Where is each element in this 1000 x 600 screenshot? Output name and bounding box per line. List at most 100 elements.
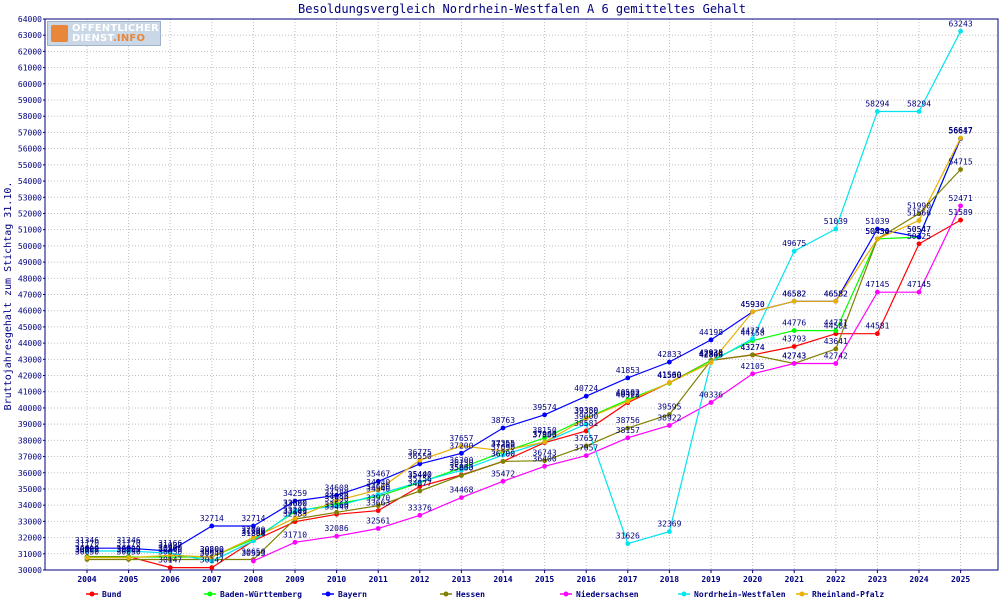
data-label: 31037 [158, 541, 182, 550]
data-point [334, 533, 339, 539]
series-line [87, 169, 962, 561]
y-tick-label: 31000 [18, 550, 42, 559]
data-label: 50430 [865, 227, 889, 236]
data-point [625, 399, 631, 404]
y-tick-label: 61000 [18, 64, 42, 73]
data-label: 46582 [782, 289, 806, 298]
data-label: 40402 [616, 389, 640, 398]
grid [45, 18, 998, 571]
data-label: 40323 [616, 391, 640, 400]
data-label: 38922 [657, 413, 681, 422]
x-tick-label: 2018 [660, 575, 679, 584]
data-point [417, 488, 423, 494]
x-tick-label: 2024 [909, 575, 928, 584]
data-point [375, 487, 381, 493]
data-label: 34080 [325, 492, 349, 501]
data-point [126, 548, 131, 554]
series-lines [84, 28, 963, 571]
data-label: 30900 [158, 543, 182, 552]
legend-marker [207, 591, 213, 597]
data-point [958, 28, 963, 34]
y-tick-label: 54000 [18, 177, 42, 186]
data-label: 50547 [907, 225, 931, 234]
data-label: 35400 [408, 470, 432, 479]
data-label: 30650 [117, 547, 141, 556]
data-point [667, 423, 672, 428]
data-label: 36400 [533, 454, 557, 463]
series-line [253, 205, 962, 562]
y-tick-label: 51000 [18, 226, 42, 235]
x-tick-label: 2025 [951, 575, 970, 584]
data-label: 50434 [865, 227, 889, 236]
data-label: 39380 [574, 406, 598, 415]
data-point [875, 236, 880, 242]
data-label: 30800 [200, 545, 224, 554]
data-point [334, 509, 339, 515]
y-tick-label: 59000 [18, 96, 42, 105]
data-label: 39595 [657, 403, 681, 412]
x-tick-label: 2019 [701, 575, 720, 584]
data-label: 31166 [158, 539, 182, 548]
data-label: 33560 [325, 500, 349, 509]
data-point [958, 167, 963, 172]
data-label: 51589 [949, 208, 973, 217]
data-point [583, 393, 589, 399]
data-point [209, 554, 215, 560]
y-tick-label: 43000 [18, 355, 42, 364]
data-label: 50125 [907, 232, 931, 241]
y-tick-label: 45000 [18, 323, 42, 332]
series-line [87, 219, 961, 569]
data-point [500, 478, 506, 484]
data-point [916, 241, 922, 247]
data-label: 38581 [574, 419, 598, 428]
data-label: 38763 [491, 416, 515, 425]
data-label: 42935 [699, 348, 723, 357]
data-label: 33143 [283, 507, 307, 516]
legend-label: Bund [102, 590, 121, 599]
data-point [916, 211, 922, 217]
data-label: 31346 [117, 536, 141, 545]
data-label: 51566 [907, 209, 931, 218]
data-label: 44158 [741, 329, 765, 338]
data-point [292, 515, 298, 521]
y-tick-label: 41000 [18, 388, 42, 397]
data-point [542, 439, 547, 445]
logo-text-main: DIENST [72, 33, 113, 44]
x-tick-label: 2013 [452, 575, 471, 584]
data-point [791, 361, 797, 366]
legend-label: Bayern [338, 590, 367, 599]
data-label: 42743 [782, 351, 806, 360]
data-point [375, 492, 381, 497]
data-point [583, 428, 589, 434]
data-label: 32000 [241, 526, 265, 535]
data-label: 41560 [657, 371, 681, 380]
data-point [542, 435, 547, 441]
data-point [833, 361, 839, 366]
x-tick-label: 2004 [77, 575, 96, 584]
data-label: 32983 [283, 510, 307, 519]
data-point [500, 452, 506, 458]
x-tick-label: 2023 [868, 575, 887, 584]
data-point [791, 344, 797, 349]
y-tick-label: 62000 [18, 47, 42, 56]
data-point [625, 435, 631, 441]
data-point [958, 135, 963, 141]
data-label: 40724 [574, 384, 598, 393]
data-label: 44581 [865, 322, 889, 331]
data-point [625, 541, 631, 547]
data-label: 33663 [366, 499, 390, 508]
y-tick-label: 55000 [18, 161, 42, 170]
data-point [459, 473, 464, 478]
data-point [375, 526, 381, 531]
data-point [583, 416, 589, 421]
y-tick-label: 30000 [18, 566, 42, 575]
data-label: 46582 [824, 289, 848, 298]
legend-marker [325, 591, 331, 597]
data-point [875, 226, 880, 232]
data-label: 39350 [574, 406, 598, 415]
data-point [84, 548, 90, 554]
data-label: 33930 [325, 494, 349, 503]
data-point [251, 535, 256, 540]
legend-label: Nordrhein-Westfalen [694, 589, 786, 599]
